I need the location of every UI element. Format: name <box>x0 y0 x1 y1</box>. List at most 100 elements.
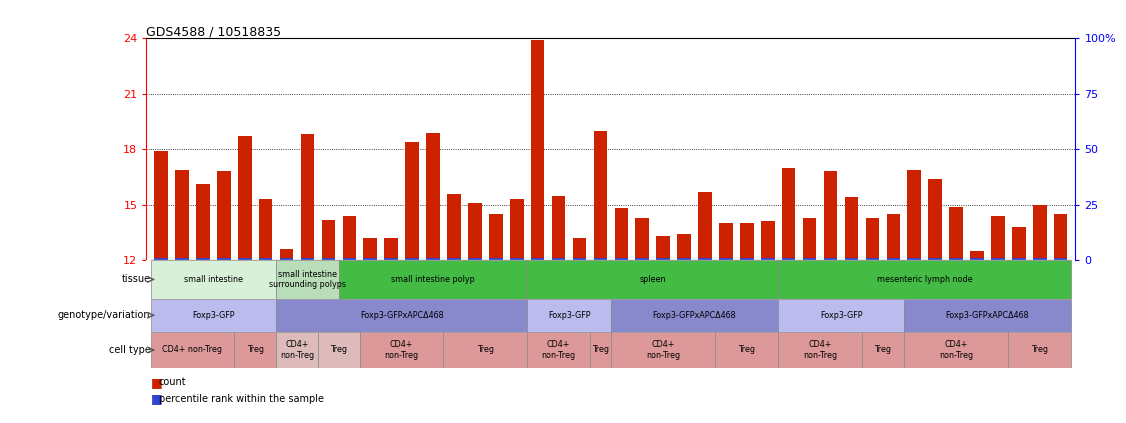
Bar <box>217 171 231 260</box>
Text: CD4+
non-Treg: CD4+ non-Treg <box>646 340 680 360</box>
Bar <box>276 260 339 299</box>
Bar <box>259 199 272 260</box>
Bar <box>656 258 670 260</box>
Bar <box>949 258 963 260</box>
Bar <box>761 222 775 260</box>
Bar <box>720 258 733 260</box>
Bar <box>530 258 545 260</box>
Bar <box>886 214 900 260</box>
Bar <box>196 258 209 260</box>
Bar <box>176 258 189 260</box>
Bar <box>342 258 356 260</box>
Bar <box>151 332 234 368</box>
Text: Foxp3-GFPxAPCΔ468: Foxp3-GFPxAPCΔ468 <box>653 311 736 320</box>
Bar <box>593 258 607 260</box>
Bar <box>322 258 336 260</box>
Bar <box>196 184 209 260</box>
Bar <box>740 223 753 260</box>
Bar <box>861 332 904 368</box>
Bar <box>949 206 963 260</box>
Text: Treg: Treg <box>592 346 609 354</box>
Bar <box>154 151 168 260</box>
Bar <box>1033 205 1046 260</box>
Bar <box>405 258 419 260</box>
Bar <box>151 260 276 299</box>
Bar <box>698 258 712 260</box>
Bar <box>866 258 879 260</box>
Text: ■: ■ <box>151 392 162 405</box>
Bar <box>447 194 461 260</box>
Text: tissue: tissue <box>122 275 151 284</box>
Bar <box>238 136 251 260</box>
Bar <box>1009 332 1071 368</box>
Text: genotype/variation: genotype/variation <box>57 310 151 320</box>
Text: small intestine
surrounding polyps: small intestine surrounding polyps <box>269 270 346 289</box>
Bar <box>1054 258 1067 260</box>
Text: Treg: Treg <box>1031 346 1048 354</box>
Bar <box>904 332 1009 368</box>
Text: Foxp3-GFP: Foxp3-GFP <box>193 311 234 320</box>
Bar <box>615 258 628 260</box>
Text: ■: ■ <box>151 376 162 389</box>
Bar <box>489 258 502 260</box>
Bar <box>610 332 715 368</box>
Text: cell type: cell type <box>109 345 151 355</box>
Bar <box>384 258 397 260</box>
Bar <box>866 218 879 260</box>
Bar <box>527 332 590 368</box>
Bar <box>322 220 336 260</box>
Text: Foxp3-GFPxAPCΔ468: Foxp3-GFPxAPCΔ468 <box>946 311 1029 320</box>
Bar <box>279 258 294 260</box>
Bar <box>405 142 419 260</box>
Bar <box>904 299 1071 332</box>
Text: Treg: Treg <box>330 346 347 354</box>
Bar <box>720 223 733 260</box>
Bar <box>590 332 610 368</box>
Bar <box>364 238 377 260</box>
Text: Foxp3-GFP: Foxp3-GFP <box>547 311 590 320</box>
Bar <box>844 198 858 260</box>
Bar <box>217 258 231 260</box>
Bar <box>276 299 527 332</box>
Bar <box>573 258 587 260</box>
Bar <box>527 260 778 299</box>
Bar <box>824 171 838 260</box>
Text: CD4+ non-Treg: CD4+ non-Treg <box>162 346 223 354</box>
Bar <box>635 218 649 260</box>
Text: count: count <box>159 377 187 387</box>
Text: GDS4588 / 10518835: GDS4588 / 10518835 <box>146 25 282 38</box>
Text: Foxp3-GFPxAPCΔ468: Foxp3-GFPxAPCΔ468 <box>360 311 444 320</box>
Text: Foxp3-GFP: Foxp3-GFP <box>820 311 863 320</box>
Text: Treg: Treg <box>739 346 756 354</box>
Text: Treg: Treg <box>247 346 263 354</box>
Bar <box>276 332 318 368</box>
Bar <box>552 258 565 260</box>
Bar <box>781 168 795 260</box>
Bar <box>339 260 527 299</box>
Bar <box>991 216 1004 260</box>
Bar <box>677 258 691 260</box>
Bar <box>928 258 942 260</box>
Bar <box>656 236 670 260</box>
Bar <box>427 132 440 260</box>
Bar <box>468 203 482 260</box>
Bar <box>234 332 276 368</box>
Bar <box>635 258 649 260</box>
Text: CD4+
non-Treg: CD4+ non-Treg <box>939 340 973 360</box>
Bar <box>259 258 272 260</box>
Bar <box>886 258 900 260</box>
Bar <box>527 299 610 332</box>
Bar <box>1033 258 1046 260</box>
Bar <box>698 192 712 260</box>
Bar <box>778 332 861 368</box>
Bar <box>1012 258 1026 260</box>
Bar <box>318 332 360 368</box>
Bar <box>468 258 482 260</box>
Bar <box>908 170 921 260</box>
Bar <box>715 332 778 368</box>
Bar <box>778 299 904 332</box>
Text: mesenteric lymph node: mesenteric lymph node <box>877 275 973 284</box>
Bar <box>593 131 607 260</box>
Text: CD4+
non-Treg: CD4+ non-Treg <box>542 340 575 360</box>
Text: small intestine polyp: small intestine polyp <box>391 275 475 284</box>
